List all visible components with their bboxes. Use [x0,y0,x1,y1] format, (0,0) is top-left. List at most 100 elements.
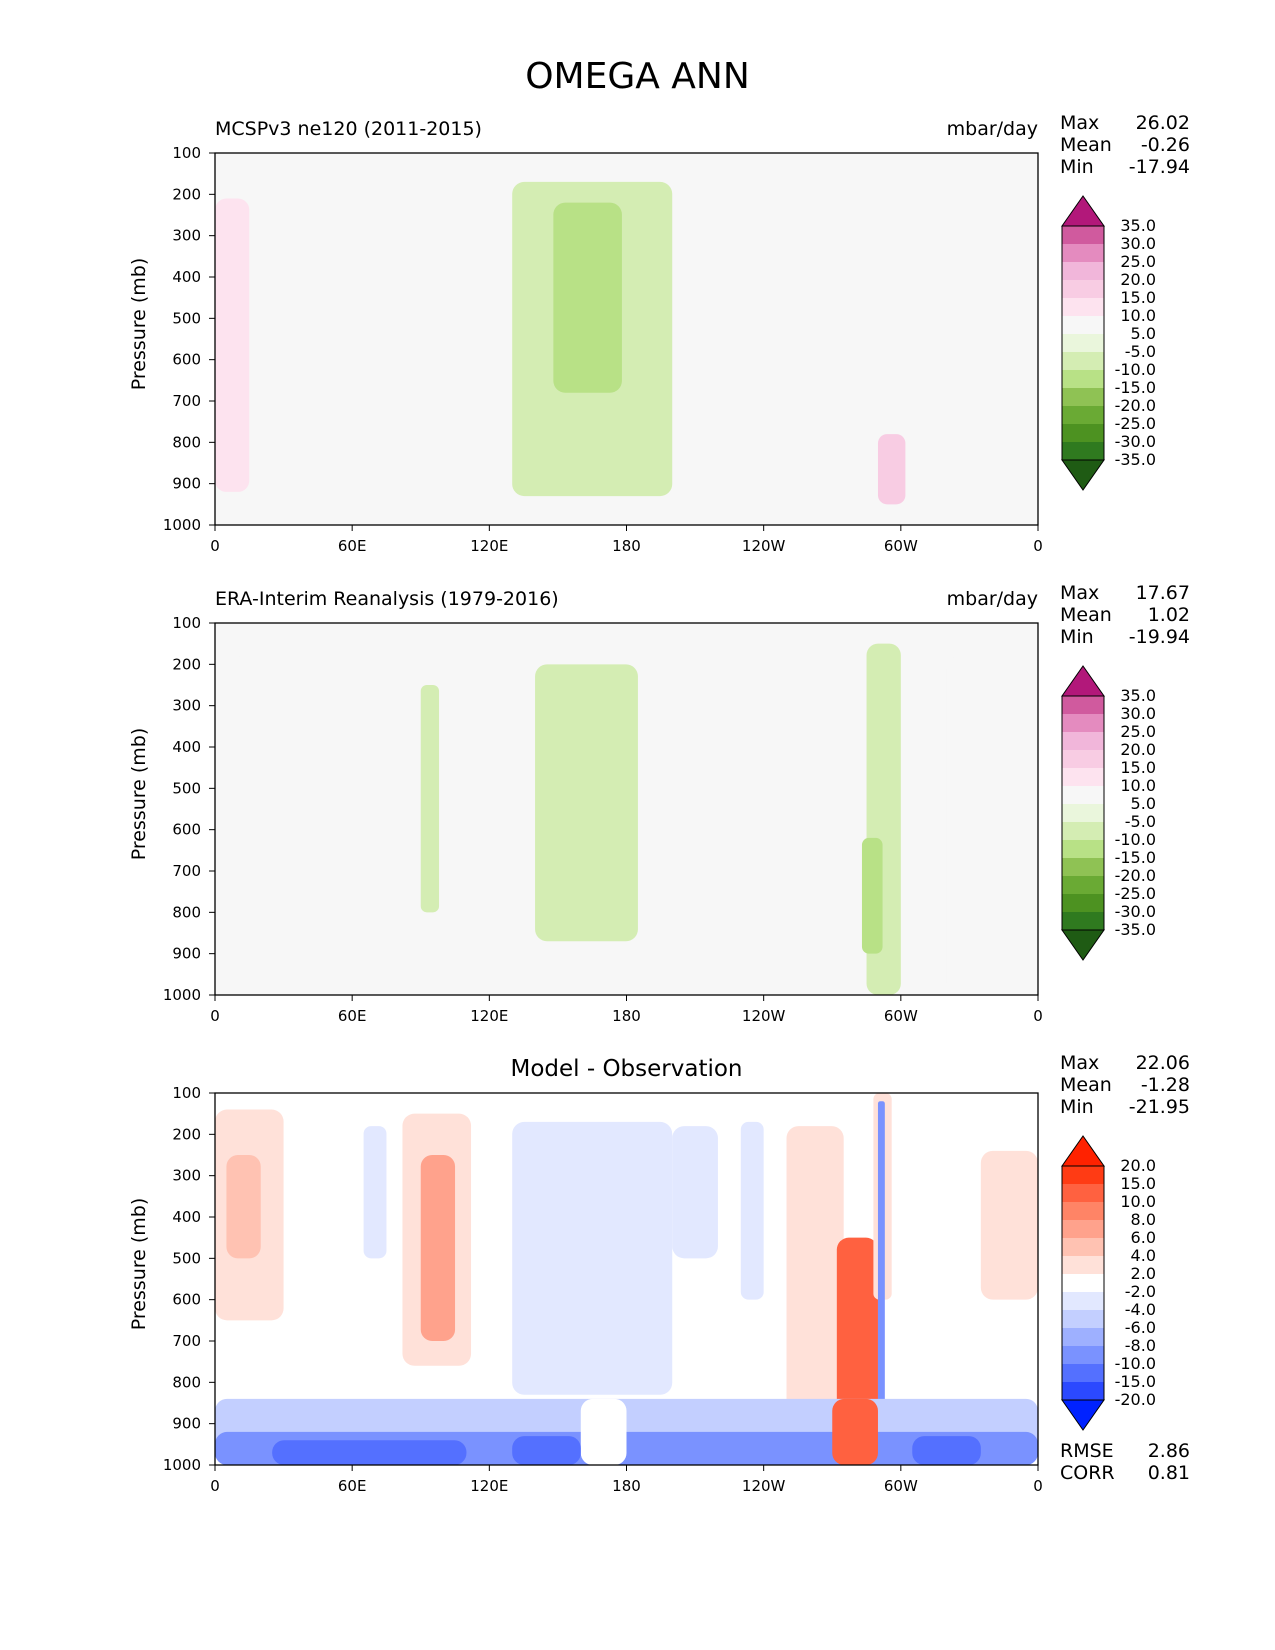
y-tick-label: 500 [172,779,201,797]
x-tick-label: 60W [884,537,918,555]
colorbar-label: -35.0 [1115,450,1156,469]
y-tick-label: 900 [172,1415,201,1433]
contour-region [877,1101,885,1465]
x-tick-label: 0 [210,1007,220,1025]
x-tick-label: 60E [338,1007,367,1025]
stat-corr-value: 0.81 [1147,1462,1190,1484]
colorbar-bin [1062,786,1104,805]
colorbar-bin [1062,1166,1104,1185]
colorbar-label: -8.0 [1125,1336,1156,1355]
y-tick-label: 900 [172,945,201,963]
y-tick-label: 700 [172,862,201,880]
x-tick-label: 60W [884,1007,918,1025]
x-tick-label: 120E [470,1007,508,1025]
contour-region [420,1155,456,1341]
y-tick-label: 200 [172,1125,201,1143]
plot-area: 100 200 300 400 500 600 700 800 900 1000 0 60E 120E 1… [163,144,1156,555]
stat-min-label: Min [1060,626,1094,648]
units-label: mbar/day [946,588,1038,610]
colorbar-bin [1062,1256,1104,1275]
colorbar-bin [1062,316,1104,335]
colorbar-bin [1062,894,1104,913]
contour-region [861,837,883,954]
colorbar-bin [1062,1382,1104,1401]
contour-region [363,1126,387,1259]
colorbar-bin [1062,442,1104,461]
colorbar-label: 25.0 [1120,252,1156,271]
y-tick-label: 1000 [163,986,201,1004]
colorbar: 35.030.025.020.015.010.05.0-5.0-10.0-15.… [1061,665,1156,961]
y-tick-label: 600 [172,1291,201,1309]
colorbar-bin [1062,1274,1104,1293]
colorbar-frame [1061,695,1105,931]
colorbar-frame [1061,225,1105,461]
y-tick-label: 1000 [163,1456,201,1474]
colorbar-label: -6.0 [1125,1318,1156,1337]
contour-layer [215,1093,1038,1465]
colorbar-bin [1062,858,1104,877]
stat-min-label: Min [1060,1096,1094,1118]
contour-region [580,1398,627,1465]
y-tick-label: 500 [172,1249,201,1267]
x-tick-label: 0 [1033,1007,1043,1025]
colorbar-bin [1062,804,1104,823]
contour-layer [215,643,1038,995]
contour-region [745,190,844,497]
colorbar-label: -20.0 [1115,866,1156,885]
stat-mean-label: Mean [1060,1074,1112,1096]
y-tick-label: 400 [172,1208,201,1226]
colorbar-bin [1062,750,1104,769]
colorbar-bin [1062,912,1104,931]
y-tick-label: 100 [172,1084,201,1102]
colorbar-label: -20.0 [1115,396,1156,415]
colorbar-label: 30.0 [1120,704,1156,723]
contour-region [272,1440,467,1465]
stat-mean-value: -0.26 [1140,134,1190,156]
y-tick-label: 800 [172,433,201,451]
contour-region [215,656,250,995]
colorbar-bin [1062,1292,1104,1311]
y-tick-label: 800 [172,1373,201,1391]
colorbar-label: -20.0 [1115,1390,1156,1409]
colorbar-bin [1062,768,1104,787]
error-stats-box: RMSE 2.86 CORR 0.81 [1060,1440,1190,1484]
colorbar-bin [1062,244,1104,263]
contour-region [295,186,376,443]
colorbar-label: 2.0 [1131,1264,1156,1283]
contour-region [912,1436,981,1465]
colorbar-bin [1062,840,1104,859]
colorbar-label: -10.0 [1115,830,1156,849]
x-tick-label: 180 [612,1477,641,1495]
x-tick-label: 0 [210,1477,220,1495]
colorbar-bin [1062,876,1104,895]
colorbar-bin [1062,1184,1104,1203]
colorbar-label: -2.0 [1125,1282,1156,1301]
contour-region [745,689,844,995]
x-tick-label: 60W [884,1477,918,1495]
y-tick-label: 900 [172,475,201,493]
x-tick-label: 120W [742,537,786,555]
contour-region [226,1155,261,1259]
contour-region [215,198,250,492]
stat-max-value: 26.02 [1135,112,1190,134]
x-tick-label: 180 [612,537,641,555]
colorbar-label: -10.0 [1115,1354,1156,1373]
colorbar-label: -5.0 [1125,812,1156,831]
y-tick-label: 700 [172,392,201,410]
y-tick-label: 1000 [163,516,201,534]
colorbar: 35.030.025.020.015.010.05.0-5.0-10.0-15.… [1061,195,1156,491]
x-tick-label: 0 [1033,537,1043,555]
colorbar-label: -30.0 [1115,902,1156,921]
y-tick-label: 200 [172,655,201,673]
x-tick-label: 120W [742,1007,786,1025]
colorbar-label: 10.0 [1120,1192,1156,1211]
stat-max-value: 22.06 [1135,1052,1190,1074]
colorbar-bin [1062,298,1104,317]
y-tick-label: 400 [172,738,201,756]
colorbar-label: -15.0 [1115,848,1156,867]
y-tick-label: 100 [172,144,201,162]
colorbar-label: 8.0 [1131,1210,1156,1229]
y-tick-label: 100 [172,614,201,632]
contour-region [553,202,622,393]
x-tick-label: 60E [338,537,367,555]
